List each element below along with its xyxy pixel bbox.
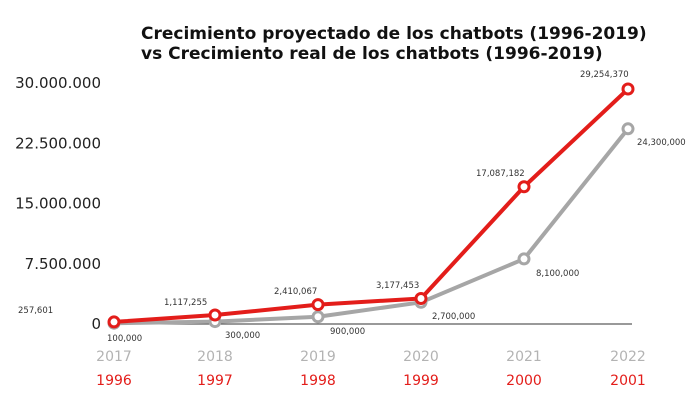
x-tick-label-top: 2021: [506, 349, 542, 365]
data-point-projected: [311, 298, 325, 312]
data-point-projected: [517, 180, 531, 194]
data-label-projected: 29,254,370: [580, 70, 629, 80]
data-point-projected: [107, 315, 121, 329]
y-tick-label: 0: [91, 315, 101, 333]
data-point-real: [517, 252, 531, 266]
data-label-real: 900,000: [330, 327, 365, 337]
x-tick-label-bottom: 2001: [610, 373, 646, 389]
series-line-projected: [112, 86, 630, 324]
series-projected: [107, 82, 635, 329]
data-label-real: 8,100,000: [536, 269, 579, 279]
x-tick-label-top: 2017: [96, 349, 132, 365]
data-labels: 257,601 1,117,255 2,410,067 3,177,453 17,087…: [18, 70, 686, 344]
data-label-real: 100,000: [107, 334, 142, 344]
x-tick-label-top: 2018: [197, 349, 233, 365]
data-label-projected: 1,117,255: [164, 298, 207, 308]
x-tick-label-bottom: 1999: [403, 373, 439, 389]
x-tick-label-top: 2019: [300, 349, 336, 365]
chart-title-line-2: vs Crecimiento real de los chatbots (199…: [141, 44, 603, 64]
data-label-projected: 17,087,182: [476, 169, 525, 179]
data-label-real: 24,300,000: [637, 138, 686, 148]
y-tick-label: 22.500.000: [15, 134, 101, 152]
series-line-real: [112, 126, 630, 326]
chart-title-line-1: Crecimiento proyectado de los chatbots (…: [141, 24, 647, 44]
data-point-real: [621, 122, 635, 136]
data-label-projected: 257,601: [18, 306, 53, 316]
y-axis: 0 7.500.000 15.000.000 22.500.000 30.000.000: [15, 74, 101, 333]
chart-title: Crecimiento proyectado de los chatbots (…: [141, 24, 647, 64]
y-tick-label: 30.000.000: [15, 74, 101, 92]
x-tick-label-bottom: 1996: [96, 373, 132, 389]
data-point-projected: [621, 82, 635, 96]
x-tick-label-bottom: 1998: [300, 373, 336, 389]
x-axis: 2017 2018 2019 2020 2021 2022 1996 1997 1998 1999…: [96, 349, 646, 389]
data-point-projected: [208, 308, 222, 322]
x-tick-label-bottom: 2000: [506, 373, 542, 389]
data-point-projected: [414, 291, 428, 305]
y-tick-label: 15.000.000: [15, 195, 101, 213]
data-label-projected: 3,177,453: [376, 281, 419, 291]
data-label-real: 2,700,000: [432, 312, 475, 322]
data-point-real: [311, 310, 325, 324]
x-tick-label-top: 2022: [610, 349, 646, 365]
x-tick-label-bottom: 1997: [197, 373, 233, 389]
data-label-projected: 2,410,067: [274, 287, 317, 297]
y-tick-label: 7.500.000: [25, 255, 101, 273]
x-tick-label-top: 2020: [403, 349, 439, 365]
data-label-real: 300,000: [225, 331, 260, 341]
